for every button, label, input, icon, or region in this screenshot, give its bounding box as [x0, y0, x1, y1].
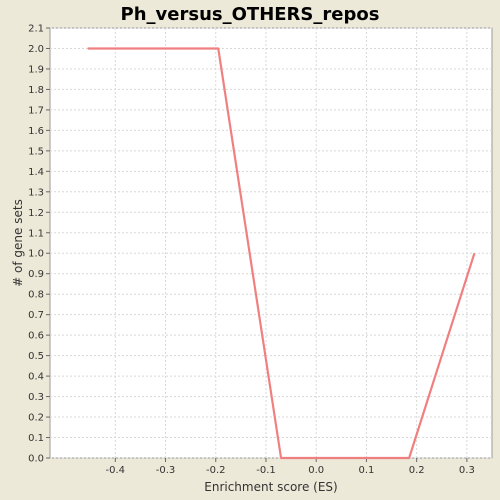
- y-tick-label: 1.1: [28, 228, 44, 239]
- y-tick-label: 0.4: [28, 372, 44, 383]
- x-tick-label: -0.3: [156, 465, 176, 476]
- x-tick-label: 0.2: [409, 465, 425, 476]
- chart-title: Ph_versus_OTHERS_repos: [121, 4, 380, 25]
- y-tick-label: 1.5: [28, 146, 44, 157]
- y-tick-label: 0.6: [28, 331, 44, 342]
- series-layer: [87, 47, 476, 460]
- y-tick-label: 0.3: [28, 392, 44, 403]
- x-tick-label: -0.2: [206, 465, 226, 476]
- grid: [50, 27, 492, 459]
- y-tick-label: 0.0: [28, 454, 44, 465]
- y-tick-label: 0.5: [28, 351, 44, 362]
- x-tick-label: 0.0: [308, 465, 324, 476]
- y-tick-label: 1.9: [28, 64, 44, 75]
- series-line: [87, 47, 476, 460]
- y-tick-label: 1.8: [28, 85, 44, 96]
- y-tick-label: 1.0: [28, 249, 44, 260]
- y-tick-label: 0.9: [28, 269, 44, 280]
- x-tick-label: 0.1: [358, 465, 374, 476]
- y-axis-label: # of gene sets: [11, 199, 25, 287]
- y-tick-label: 1.3: [28, 187, 44, 198]
- x-tick-label: -0.1: [256, 465, 276, 476]
- y-tick-label: 2.1: [28, 24, 44, 35]
- y-tick-label: 2.0: [28, 44, 44, 55]
- y-tick-label: 1.6: [28, 126, 44, 137]
- y-tick-label: 1.4: [28, 167, 44, 178]
- y-tick-label: 0.2: [28, 413, 44, 424]
- y-tick-label: 0.8: [28, 290, 44, 301]
- y-tick-label: 1.2: [28, 208, 44, 219]
- x-axis-label: Enrichment score (ES): [204, 480, 337, 494]
- y-tick-label: 0.1: [28, 433, 44, 444]
- y-tick-label: 0.7: [28, 310, 44, 321]
- axis-ticks: -0.4 -0.3 -0.2 -0.1 0.0 0.1 0.2 0.3 0.0 0.1 0.2 0.3…: [28, 24, 475, 477]
- x-tick-label: -0.4: [106, 465, 126, 476]
- x-tick-label: 0.3: [459, 465, 475, 476]
- y-tick-label: 1.7: [28, 105, 44, 116]
